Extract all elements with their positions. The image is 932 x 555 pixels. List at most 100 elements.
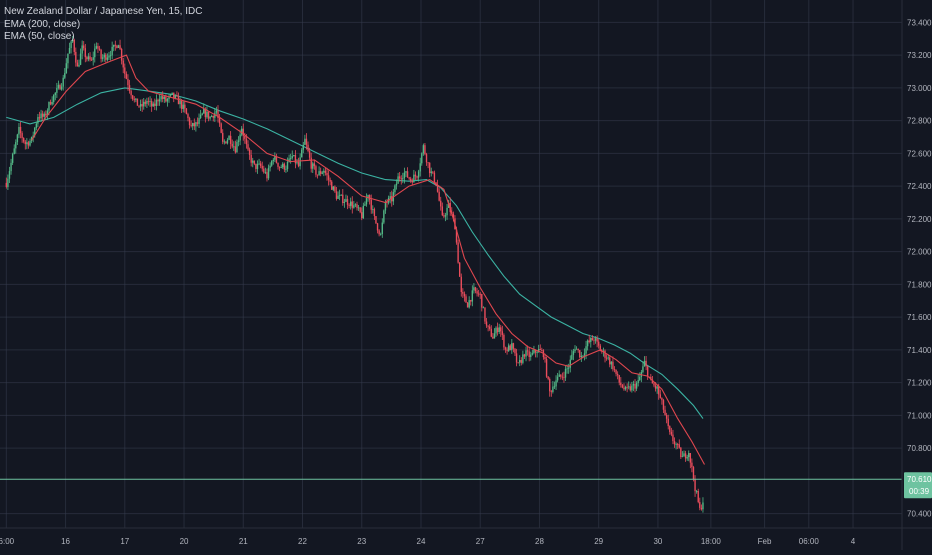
- candle-body: [511, 343, 513, 351]
- candle-body: [272, 159, 274, 161]
- candle-body: [250, 154, 252, 163]
- candle-body: [116, 45, 118, 48]
- candle-body: [173, 92, 175, 99]
- candle-body: [474, 287, 477, 292]
- candle-body: [675, 444, 677, 445]
- candle-body: [615, 369, 617, 374]
- candle-body: [583, 353, 586, 356]
- candle-body: [484, 307, 486, 322]
- candle-body: [46, 110, 49, 116]
- ema200-legend[interactable]: EMA (200, close): [4, 18, 81, 30]
- candle-body: [231, 143, 233, 147]
- x-tick-label: 24: [417, 537, 426, 546]
- candle-body: [549, 378, 551, 392]
- candle-body: [297, 162, 300, 167]
- candle-body: [146, 101, 148, 104]
- candle-body: [463, 293, 466, 297]
- candle-body: [658, 386, 660, 395]
- candle-body: [220, 123, 222, 133]
- candle-body: [97, 46, 99, 49]
- candle-body: [71, 39, 74, 42]
- candle-body: [158, 99, 161, 102]
- candle-body: [389, 196, 391, 198]
- candle-body: [299, 157, 301, 167]
- candle-body: [258, 163, 260, 165]
- candle-body: [446, 207, 448, 216]
- candle-body: [117, 45, 120, 48]
- candle-body: [217, 110, 219, 119]
- candle-body: [517, 362, 519, 364]
- candle-body: [89, 56, 91, 60]
- candle-body: [558, 374, 560, 377]
- candle-body: [349, 201, 352, 206]
- candle-body: [556, 376, 559, 381]
- candle-body: [207, 111, 210, 119]
- candle-body: [49, 101, 52, 105]
- candle-body: [512, 343, 515, 349]
- candle-body: [285, 168, 287, 170]
- candle-body: [68, 47, 71, 54]
- candle-body: [495, 327, 497, 334]
- ema50-legend[interactable]: EMA (50, close): [4, 31, 75, 42]
- candle-body: [94, 48, 96, 58]
- candle-body: [92, 57, 94, 60]
- candle-body: [162, 96, 164, 99]
- candle-body: [38, 117, 41, 119]
- candle-body: [610, 361, 613, 365]
- candle-body: [440, 200, 442, 207]
- candle-body: [280, 167, 282, 169]
- candle-body: [601, 351, 603, 352]
- candle-body: [656, 386, 658, 389]
- candle-body: [359, 207, 361, 213]
- candle-body: [37, 117, 39, 124]
- candle-body: [253, 160, 256, 164]
- candle-body: [672, 434, 674, 442]
- y-tick-label: 72.000: [907, 248, 932, 257]
- candle-body: [169, 94, 172, 96]
- candle-body: [177, 96, 180, 105]
- candle-body: [406, 171, 409, 178]
- y-tick-label: 71.600: [907, 313, 932, 322]
- candle-body: [673, 441, 676, 445]
- chart-legend: New Zealand Dollar / Japanese Yen, 15, I…: [4, 6, 202, 44]
- candle-body: [582, 355, 584, 357]
- candle-body: [195, 122, 197, 127]
- candle-body: [248, 149, 251, 155]
- candle-body: [184, 104, 186, 109]
- candle-body: [547, 376, 549, 379]
- candle-body: [255, 163, 257, 169]
- candle-body: [67, 53, 69, 64]
- candle-body: [120, 48, 123, 61]
- candle-body: [247, 144, 249, 150]
- candle-body: [357, 207, 360, 209]
- candle-body: [692, 467, 695, 480]
- y-tick-label: 70.400: [907, 510, 932, 519]
- candle-body: [64, 73, 66, 78]
- candle-body: [223, 141, 226, 143]
- x-tick-label: 16: [61, 537, 70, 546]
- candle-body: [520, 360, 522, 363]
- symbol-title[interactable]: New Zealand Dollar / Japanese Yen, 15, I…: [4, 6, 203, 17]
- candle-body: [564, 368, 567, 378]
- candle-body: [209, 116, 211, 119]
- candle-body: [618, 375, 620, 383]
- x-tick-label: 17: [120, 537, 129, 546]
- candle-body: [515, 353, 518, 363]
- y-tick-label: 72.400: [907, 182, 932, 191]
- candle-body: [60, 86, 63, 90]
- candle-body: [361, 212, 363, 219]
- candle-body: [62, 77, 64, 87]
- candle-body: [324, 170, 327, 173]
- candle-body: [130, 90, 132, 96]
- candle-body: [416, 176, 418, 178]
- candle-body: [10, 162, 12, 172]
- candle-body: [405, 171, 407, 173]
- candle-body: [616, 373, 619, 376]
- candle-body: [612, 361, 614, 370]
- candle-body: [380, 233, 382, 235]
- candle-body: [48, 101, 50, 111]
- candle-body: [544, 357, 546, 359]
